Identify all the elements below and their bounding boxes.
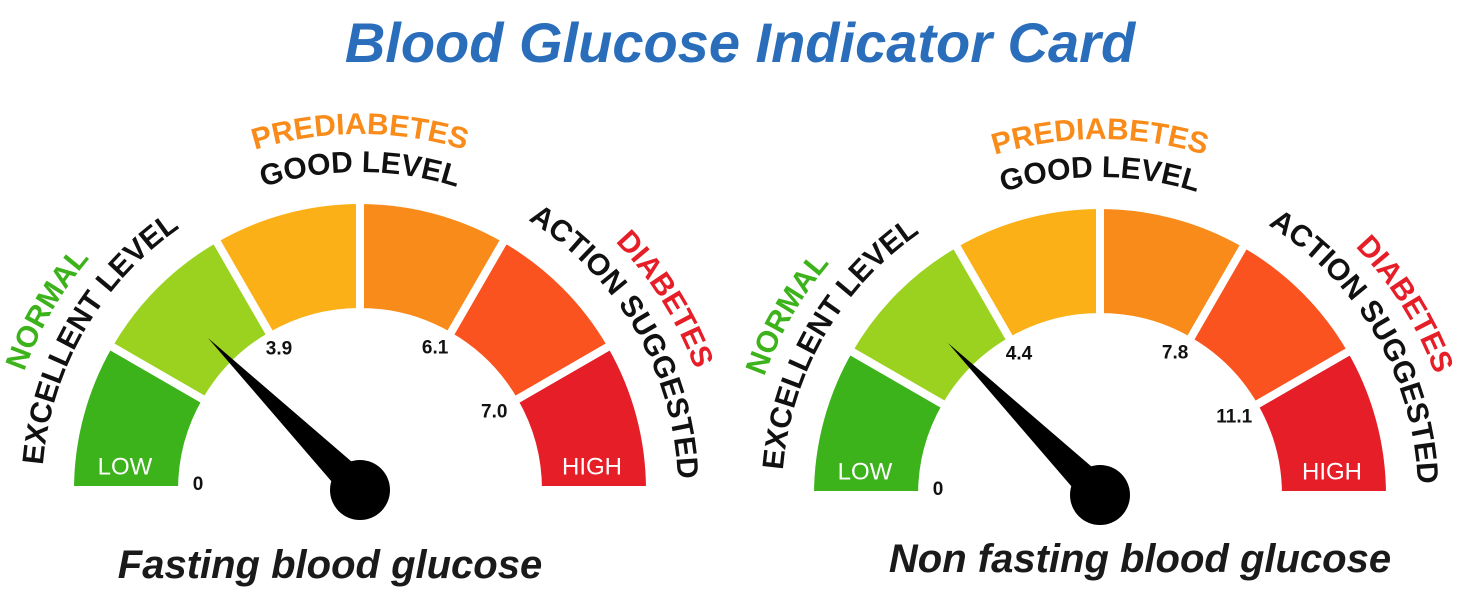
needle-hub — [330, 460, 390, 520]
needle-hub — [1070, 465, 1130, 525]
gauge-segment — [805, 344, 952, 499]
gauge-segment — [443, 233, 617, 407]
threshold-label: 4.4 — [1006, 344, 1033, 365]
gauge-segment — [1248, 344, 1395, 499]
gauge-segment — [65, 339, 212, 494]
gauge-label-text: GOOD LEVEL — [256, 146, 464, 194]
threshold-label: 0 — [933, 479, 944, 500]
threshold-label: 7.0 — [481, 402, 507, 423]
gauge-segment — [209, 195, 364, 342]
gauge-label: GOOD LEVEL — [256, 146, 464, 194]
needle — [207, 337, 372, 502]
threshold-label: 7.8 — [1162, 343, 1188, 364]
gauge-segment — [1096, 200, 1251, 347]
low-label: LOW — [98, 453, 153, 480]
low-label: LOW — [838, 458, 893, 485]
title: Blood Glucose Indicator Card — [345, 11, 1137, 74]
gauge-segment — [1183, 238, 1357, 412]
gauge-segment — [356, 195, 511, 342]
caption: Non fasting blood glucose — [889, 537, 1391, 581]
threshold-label: 3.9 — [266, 339, 292, 360]
gauge-segment — [949, 200, 1104, 347]
threshold-label: 0 — [193, 474, 204, 495]
high-label: HIGH — [1302, 458, 1362, 485]
gauge-label: GOOD LEVEL — [996, 151, 1204, 199]
high-label: HIGH — [562, 453, 622, 480]
needle — [947, 342, 1112, 507]
gauge-label-text: GOOD LEVEL — [996, 151, 1204, 199]
threshold-label: 11.1 — [1216, 407, 1252, 428]
caption: Fasting blood glucose — [118, 543, 542, 587]
threshold-label: 6.1 — [422, 338, 449, 359]
gauge-segment — [508, 339, 655, 494]
